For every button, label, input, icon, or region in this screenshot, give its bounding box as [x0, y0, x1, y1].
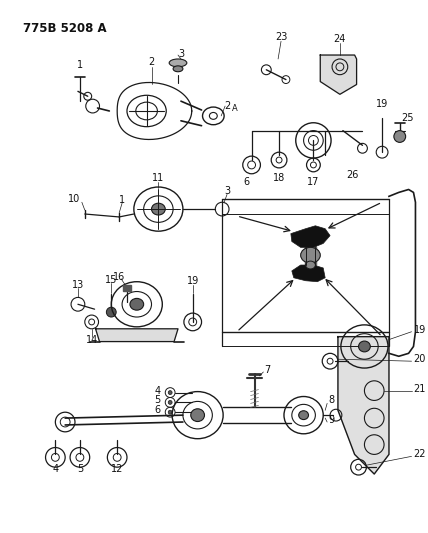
- Text: 25: 25: [401, 113, 414, 123]
- Text: 4: 4: [154, 385, 160, 395]
- Text: 20: 20: [413, 354, 426, 364]
- Text: 4: 4: [52, 464, 58, 474]
- Text: 6: 6: [154, 405, 160, 415]
- Polygon shape: [291, 226, 330, 247]
- Text: 12: 12: [111, 464, 123, 474]
- Text: 2: 2: [224, 101, 230, 111]
- Text: 10: 10: [68, 195, 80, 204]
- Text: 1: 1: [77, 60, 83, 70]
- Text: 19: 19: [413, 325, 426, 335]
- Text: 18: 18: [273, 173, 285, 183]
- Text: 13: 13: [72, 280, 84, 289]
- Text: 8: 8: [328, 395, 334, 406]
- Text: 16: 16: [113, 272, 125, 282]
- Text: 17: 17: [307, 176, 320, 187]
- Text: 14: 14: [86, 335, 98, 345]
- Text: 6: 6: [244, 176, 250, 187]
- Polygon shape: [338, 337, 389, 474]
- Ellipse shape: [306, 261, 315, 269]
- Circle shape: [168, 410, 172, 414]
- Text: 23: 23: [275, 33, 287, 43]
- Polygon shape: [292, 265, 325, 282]
- Circle shape: [394, 131, 406, 142]
- Ellipse shape: [173, 66, 183, 72]
- Text: 21: 21: [413, 384, 426, 394]
- Text: 1: 1: [119, 195, 125, 205]
- Ellipse shape: [130, 298, 144, 310]
- Text: 5: 5: [154, 395, 160, 406]
- Bar: [123, 285, 131, 290]
- Text: 11: 11: [152, 173, 164, 183]
- Ellipse shape: [152, 203, 165, 215]
- Circle shape: [168, 391, 172, 394]
- Circle shape: [107, 307, 116, 317]
- Ellipse shape: [359, 341, 370, 352]
- Polygon shape: [95, 329, 178, 342]
- Text: 19: 19: [376, 99, 388, 109]
- Text: 3: 3: [178, 49, 184, 59]
- Text: 7: 7: [265, 365, 270, 375]
- Text: 26: 26: [347, 169, 359, 180]
- Text: 5: 5: [77, 464, 83, 474]
- Text: 19: 19: [187, 276, 199, 286]
- Text: 22: 22: [413, 449, 426, 459]
- Ellipse shape: [299, 411, 309, 419]
- Text: 775B 5208 A: 775B 5208 A: [23, 22, 107, 35]
- Text: 24: 24: [334, 34, 346, 44]
- Text: 3: 3: [224, 187, 230, 197]
- Ellipse shape: [300, 247, 320, 263]
- Text: 15: 15: [105, 274, 117, 285]
- Circle shape: [168, 400, 172, 405]
- Text: A: A: [232, 103, 238, 112]
- Ellipse shape: [169, 59, 187, 67]
- Polygon shape: [320, 55, 357, 94]
- Text: 2: 2: [149, 57, 155, 67]
- Ellipse shape: [191, 409, 205, 422]
- Text: 9: 9: [328, 415, 334, 425]
